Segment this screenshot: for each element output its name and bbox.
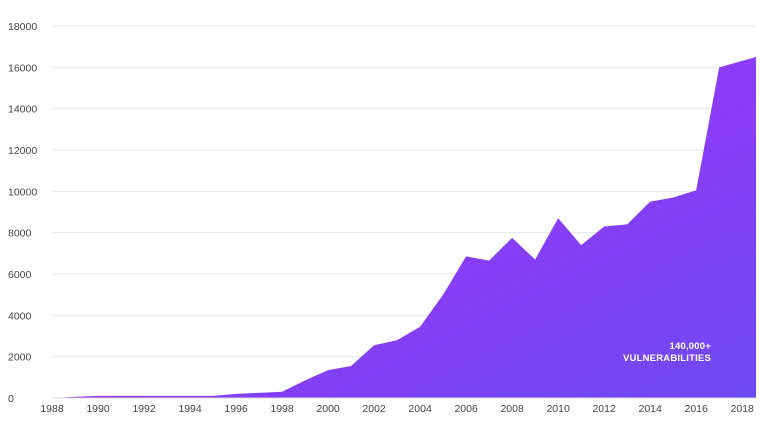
- y-axis-ticks: 0 2000 4000 6000 8000 10000 12000 14000 16000 180…: [8, 21, 37, 405]
- x-tick-label: 1988: [40, 403, 64, 415]
- x-tick-label: 2006: [454, 403, 478, 415]
- x-tick-label: 2002: [362, 403, 386, 415]
- y-tick-label: 12000: [8, 145, 37, 157]
- x-tick-label: 2004: [408, 403, 432, 415]
- gridlines: [52, 25, 756, 358]
- series-area: [52, 57, 756, 398]
- x-tick-label: 2000: [316, 403, 340, 415]
- x-tick-label: 2018: [731, 403, 755, 415]
- y-tick-label: 6000: [8, 269, 32, 281]
- y-tick-label: 18000: [8, 21, 37, 33]
- area-layer: [52, 57, 756, 399]
- annotation-line-2: VULNERABILITIES: [623, 353, 711, 364]
- x-tick-label: 1994: [178, 403, 202, 415]
- x-tick-label: 2008: [500, 403, 524, 415]
- x-tick-label: 2016: [685, 403, 709, 415]
- y-tick-label: 0: [8, 393, 14, 405]
- y-tick-label: 10000: [8, 186, 37, 198]
- x-tick-label: 1996: [224, 403, 248, 415]
- y-tick-label: 16000: [8, 62, 37, 74]
- x-tick-label: 1990: [86, 403, 110, 415]
- x-tick-label: 1998: [270, 403, 294, 415]
- y-tick-label: 14000: [8, 104, 37, 116]
- x-tick-label: 2014: [638, 403, 662, 415]
- x-axis-ticks: 1988 1990 1992 1994 1996 1998 2000 2002 2004 2006…: [40, 403, 754, 415]
- x-tick-label: 2012: [592, 403, 616, 415]
- y-tick-label: 8000: [8, 228, 32, 240]
- y-tick-label: 4000: [8, 310, 32, 322]
- x-tick-label: 1992: [132, 403, 156, 415]
- x-tick-label: 2010: [546, 403, 570, 415]
- annotation: 140,000+ VULNERABILITIES: [623, 341, 711, 364]
- annotation-line-1: 140,000+: [670, 341, 712, 352]
- y-tick-label: 2000: [8, 352, 32, 364]
